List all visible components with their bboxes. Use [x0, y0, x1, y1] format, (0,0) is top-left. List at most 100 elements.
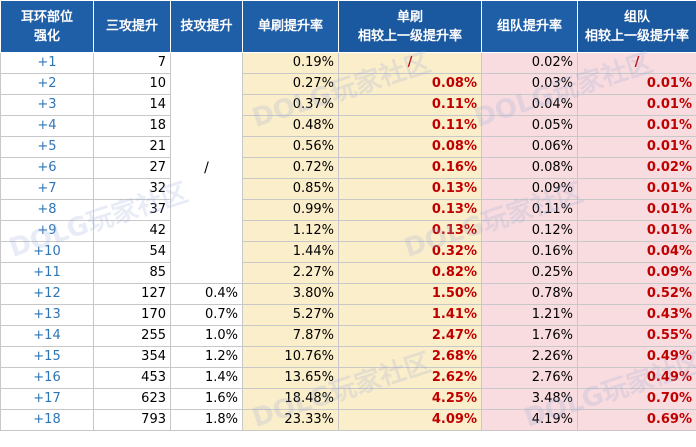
- solo-rate-cell: 13.65%: [242, 367, 339, 389]
- enhance-level-cell: +12: [0, 283, 94, 305]
- table-row: +8 37 0.99% 0.13% 0.11% 0.01%: [0, 199, 696, 221]
- enhance-level-cell: +16: [0, 367, 94, 389]
- header-attack-line1: 三攻提升: [105, 19, 158, 34]
- enhance-level-cell: +17: [0, 388, 94, 410]
- solo-rate-cell: 18.48%: [242, 388, 339, 410]
- table-row: +18 793 1.8% 23.33% 4.09% 4.19% 0.69%: [0, 409, 696, 431]
- enhance-level-cell: +9: [0, 220, 94, 242]
- skill-increase-cell: 0.4%: [170, 283, 243, 305]
- enhance-level-cell: +18: [0, 409, 94, 431]
- header-team-line1: 组队提升率: [496, 19, 562, 34]
- solo-vs-prev-cell: 0.16%: [338, 157, 482, 179]
- attack-increase-cell: 27: [93, 157, 171, 179]
- table-row: +11 85 2.27% 0.82% 0.25% 0.09%: [0, 262, 696, 284]
- solo-vs-prev-cell: 4.09%: [338, 409, 482, 431]
- team-rate-cell: 0.09%: [481, 178, 578, 200]
- team-vs-prev-cell: 0.02%: [577, 157, 696, 179]
- table-row: +5 21 0.56% 0.08% 0.06% 0.01%: [0, 136, 696, 158]
- header-skill-line1: 技攻提升: [180, 19, 233, 34]
- header-team-vs-prev: 组队 相较上一级提升率: [577, 0, 696, 53]
- solo-rate-cell: 0.37%: [242, 94, 339, 116]
- attack-increase-cell: 32: [93, 178, 171, 200]
- team-rate-cell: 0.08%: [481, 157, 578, 179]
- solo-vs-prev-cell: 2.47%: [338, 325, 482, 347]
- solo-vs-prev-cell: 0.11%: [338, 115, 482, 137]
- team-rate-cell: 1.21%: [481, 304, 578, 326]
- header-team-rate: 组队提升率: [481, 0, 578, 53]
- solo-vs-prev-cell: 4.25%: [338, 388, 482, 410]
- solo-rate-cell: 0.19%: [242, 52, 339, 74]
- team-rate-cell: 3.48%: [481, 388, 578, 410]
- solo-vs-prev-cell: 0.08%: [338, 73, 482, 95]
- solo-rate-cell: 3.80%: [242, 283, 339, 305]
- header-solo-vs-prev: 单刷 相较上一级提升率: [338, 0, 482, 53]
- team-vs-prev-cell: 0.49%: [577, 367, 696, 389]
- attack-increase-cell: 623: [93, 388, 171, 410]
- header-team-vs-prev-line1: 组队: [623, 9, 650, 25]
- enhance-level-cell: +2: [0, 73, 94, 95]
- table-row: +9 42 1.12% 0.13% 0.12% 0.01%: [0, 220, 696, 242]
- header-attack-increase: 三攻提升: [93, 0, 171, 53]
- enhance-level-cell: +10: [0, 241, 94, 263]
- solo-vs-prev-cell: 0.13%: [338, 199, 482, 221]
- attack-increase-cell: 255: [93, 325, 171, 347]
- team-vs-prev-cell: 0.01%: [577, 73, 696, 95]
- enhance-level-cell: +4: [0, 115, 94, 137]
- table-row: +17 623 1.6% 18.48% 4.25% 3.48% 0.70%: [0, 388, 696, 410]
- enhance-level-cell: +6: [0, 157, 94, 179]
- team-vs-prev-cell: 0.01%: [577, 136, 696, 158]
- table-row: +3 14 0.37% 0.11% 0.04% 0.01%: [0, 94, 696, 116]
- team-rate-cell: 0.16%: [481, 241, 578, 263]
- attack-increase-cell: 85: [93, 262, 171, 284]
- team-rate-cell: 0.05%: [481, 115, 578, 137]
- skill-increase-cell: 1.6%: [170, 388, 243, 410]
- solo-rate-cell: 0.27%: [242, 73, 339, 95]
- team-rate-cell: 2.76%: [481, 367, 578, 389]
- attack-increase-cell: 18: [93, 115, 171, 137]
- attack-increase-cell: 14: [93, 94, 171, 116]
- header-solo-rate: 单刷提升率: [242, 0, 339, 53]
- solo-rate-cell: 1.44%: [242, 241, 339, 263]
- team-rate-cell: 0.12%: [481, 220, 578, 242]
- team-vs-prev-cell: 0.70%: [577, 388, 696, 410]
- enhance-level-cell: +15: [0, 346, 94, 368]
- team-vs-prev-cell: 0.49%: [577, 346, 696, 368]
- attack-increase-cell: 54: [93, 241, 171, 263]
- solo-rate-cell: 2.27%: [242, 262, 339, 284]
- solo-rate-cell: 1.12%: [242, 220, 339, 242]
- solo-vs-prev-cell: 0.32%: [338, 241, 482, 263]
- team-vs-prev-cell: 0.01%: [577, 115, 696, 137]
- solo-vs-prev-cell: 0.11%: [338, 94, 482, 116]
- table-row: +1 7/0.19%/0.02% /: [0, 52, 696, 284]
- team-rate-cell: 1.76%: [481, 325, 578, 347]
- team-rate-cell: 0.02%: [481, 52, 578, 74]
- solo-vs-prev-cell: 0.82%: [338, 262, 482, 284]
- solo-rate-cell: 5.27%: [242, 304, 339, 326]
- header-skill-increase: 技攻提升: [170, 0, 243, 53]
- attack-increase-cell: 37: [93, 199, 171, 221]
- solo-vs-prev-cell: 1.41%: [338, 304, 482, 326]
- solo-vs-prev-cell: /: [338, 52, 482, 74]
- header-enhance-line1: 耳环部位: [20, 9, 73, 25]
- attack-increase-cell: 453: [93, 367, 171, 389]
- table-row: +14 255 1.0% 7.87% 2.47% 1.76% 0.55%: [0, 325, 696, 347]
- enhance-level-cell: +3: [0, 94, 94, 116]
- enhance-level-cell: +11: [0, 262, 94, 284]
- solo-rate-cell: 23.33%: [242, 409, 339, 431]
- solo-vs-prev-cell: 0.08%: [338, 136, 482, 158]
- team-vs-prev-cell: 0.43%: [577, 304, 696, 326]
- solo-vs-prev-cell: 0.13%: [338, 220, 482, 242]
- header-row: 耳环部位 强化 三攻提升 技攻提升 单刷提升率 单刷 相较上一级提升率 组队提升: [0, 0, 696, 53]
- team-vs-prev-cell: /: [577, 52, 696, 74]
- attack-increase-cell: 21: [93, 136, 171, 158]
- enhance-level-cell: +5: [0, 136, 94, 158]
- skill-increase-cell: 1.8%: [170, 409, 243, 431]
- table-row: +2 10 0.27% 0.08% 0.03% 0.01%: [0, 73, 696, 95]
- skill-increase-cell: 1.2%: [170, 346, 243, 368]
- team-rate-cell: 0.04%: [481, 94, 578, 116]
- solo-vs-prev-cell: 0.13%: [338, 178, 482, 200]
- team-vs-prev-cell: 0.01%: [577, 220, 696, 242]
- earring-upgrade-table: 耳环部位 强化 三攻提升 技攻提升 单刷提升率 单刷 相较上一级提升率 组队提升: [0, 0, 696, 431]
- enhance-level-cell: +8: [0, 199, 94, 221]
- table-row: +6 27 0.72% 0.16% 0.08% 0.02%: [0, 157, 696, 179]
